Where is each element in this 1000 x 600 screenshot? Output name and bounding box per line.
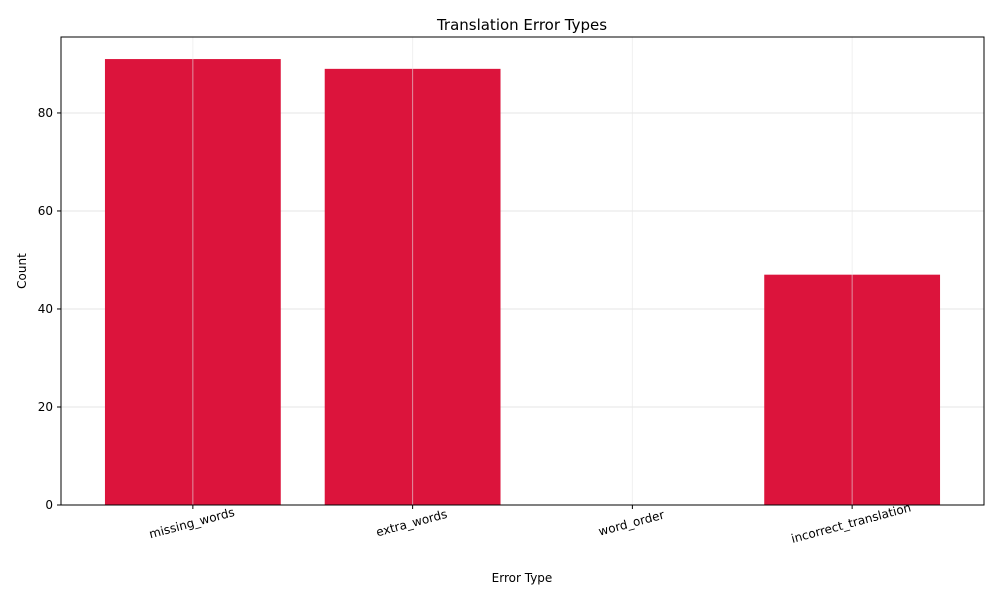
y-axis-label: Count bbox=[15, 253, 29, 289]
chart-title: Translation Error Types bbox=[436, 16, 607, 34]
y-tick-label: 40 bbox=[38, 302, 53, 316]
y-tick-label: 0 bbox=[45, 498, 53, 512]
y-tick-label: 20 bbox=[38, 400, 53, 414]
axes-frame bbox=[60, 36, 985, 506]
x-axis-label: Error Type bbox=[492, 571, 553, 585]
y-tick-label: 80 bbox=[38, 106, 53, 120]
y-tick-label: 60 bbox=[38, 204, 53, 218]
